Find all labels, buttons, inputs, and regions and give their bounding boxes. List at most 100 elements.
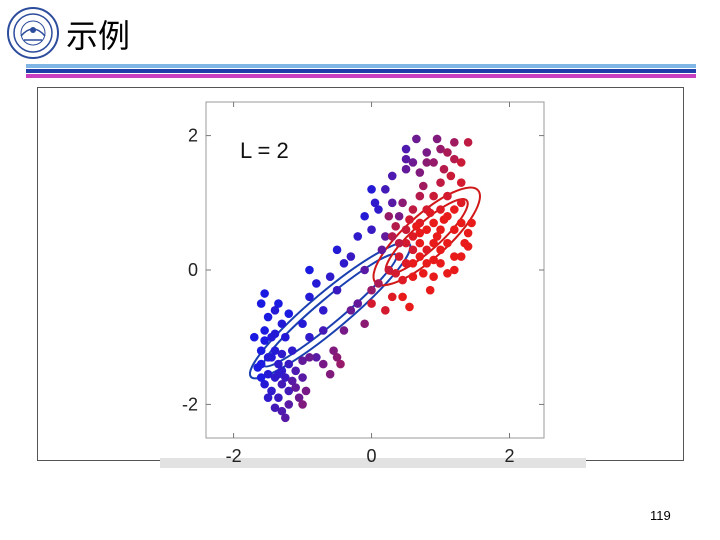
data-point: [367, 299, 376, 308]
data-point: [270, 403, 280, 413]
data-point: [253, 363, 263, 372]
data-point: [456, 252, 466, 261]
data-point: [401, 164, 411, 174]
data-point: [387, 198, 397, 208]
data-point: [312, 279, 321, 288]
data-point: [415, 168, 425, 177]
data-point: [374, 205, 383, 214]
data-point: [408, 158, 418, 167]
data-point: [415, 191, 425, 201]
data-point: [277, 406, 287, 416]
y-tick-label: 2: [188, 126, 198, 146]
data-point: [346, 252, 356, 261]
data-point: [339, 326, 349, 335]
data-point: [463, 138, 473, 147]
data-point: [432, 134, 442, 144]
data-point: [394, 238, 404, 248]
data-point: [415, 238, 425, 248]
data-point: [398, 275, 407, 285]
data-point: [270, 346, 280, 355]
data-point: [391, 269, 400, 278]
data-point: [467, 218, 476, 228]
data-point: [267, 353, 276, 362]
data-point: [298, 319, 307, 329]
data-point: [305, 353, 314, 362]
data-point: [439, 215, 449, 224]
data-point: [422, 225, 432, 234]
data-point: [429, 191, 438, 201]
data-point: [318, 326, 328, 335]
data-point: [281, 332, 290, 342]
chart-bottom-shade: [160, 458, 586, 468]
data-point: [422, 258, 432, 268]
data-point: [398, 198, 407, 208]
data-point: [463, 228, 473, 238]
data-point: [456, 158, 466, 167]
data-point: [436, 144, 445, 154]
data-point: [325, 369, 335, 379]
data-point: [418, 269, 428, 278]
y-tick-label: 0: [188, 260, 198, 280]
data-point: [387, 232, 397, 241]
data-point: [274, 369, 283, 379]
data-point: [281, 373, 290, 382]
data-point: [284, 386, 294, 396]
data-point: [384, 211, 394, 221]
data-point: [450, 154, 459, 164]
data-point: [256, 373, 266, 382]
data-point: [367, 185, 376, 194]
data-point: [401, 238, 411, 248]
data-point: [408, 232, 418, 241]
data-point: [422, 245, 432, 255]
data-point: [263, 312, 273, 322]
data-point: [425, 285, 435, 295]
data-point: [398, 292, 407, 302]
data-point: [370, 198, 380, 208]
data-point: [294, 393, 304, 402]
header-divider-magenta: [26, 74, 696, 78]
data-point: [408, 258, 418, 268]
data-point: [260, 289, 269, 298]
data-point: [291, 383, 300, 392]
data-point: [305, 265, 314, 275]
data-point: [305, 292, 314, 302]
data-point: [415, 228, 425, 238]
data-point: [287, 346, 297, 355]
data-point: [298, 400, 307, 409]
data-point: [360, 319, 369, 329]
data-point: [318, 359, 328, 369]
x-tick-label: 0: [367, 446, 377, 466]
data-point: [284, 400, 294, 409]
data-point: [456, 178, 466, 187]
data-point: [274, 359, 283, 369]
data-point: [260, 379, 269, 389]
data-point: [367, 285, 376, 295]
data-point: [260, 336, 269, 345]
data-point: [446, 171, 456, 181]
data-point: [332, 353, 342, 362]
data-point: [387, 171, 397, 181]
data-point: [274, 393, 283, 402]
scatter-chart: -2 0 2 -2 0 2 L = 2: [160, 101, 586, 468]
data-point: [305, 332, 314, 342]
data-point: [374, 279, 383, 288]
data-point: [249, 332, 259, 342]
data-point: [381, 185, 390, 194]
data-point: [436, 205, 445, 214]
data-point: [463, 242, 473, 251]
data-point: [450, 225, 459, 234]
data-point: [263, 393, 273, 402]
data-point: [291, 366, 300, 376]
data-point: [412, 222, 421, 231]
data-point: [432, 232, 442, 241]
data-point: [401, 258, 411, 268]
data-point: [450, 252, 459, 261]
data-point: [405, 215, 414, 224]
data-point: [401, 225, 411, 234]
data-point: [318, 306, 328, 315]
chart-annotation: L = 2: [240, 138, 289, 163]
data-point: [443, 238, 452, 248]
data-point: [336, 359, 345, 369]
data-point: [325, 272, 335, 282]
data-point: [387, 292, 397, 302]
